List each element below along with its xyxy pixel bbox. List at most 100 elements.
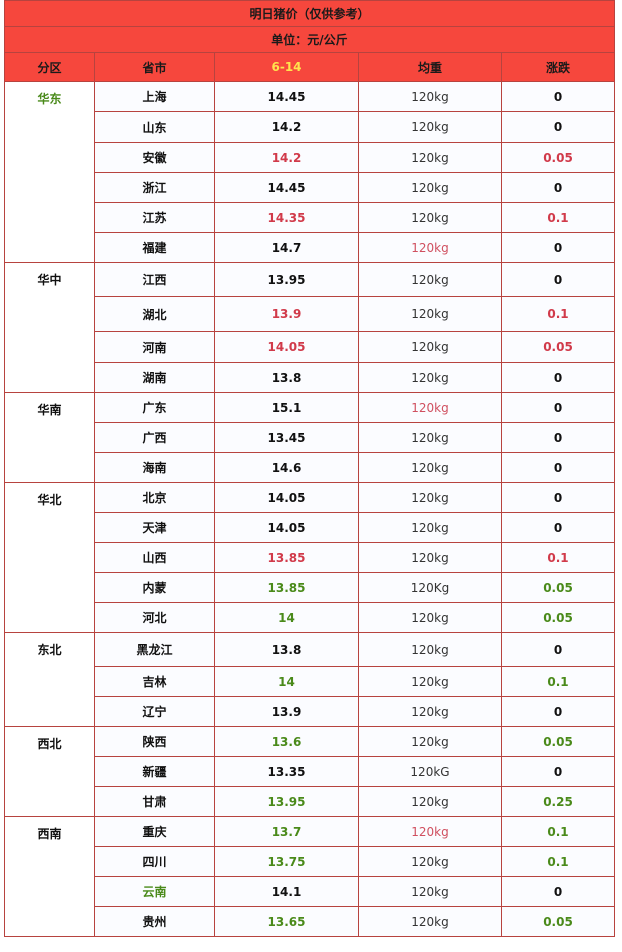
province-cell: 江西 [94,262,215,297]
change-cell: 0.1 [501,542,615,573]
weight-cell: 120kg [358,232,502,263]
table-row: 华北 北京 14.05 120kg 0 [4,482,615,633]
province-cell: 陕西 [94,726,215,757]
change-cell: 0.25 [501,786,615,817]
price-cell: 13.8 [214,632,359,667]
header-region: 分区 [4,52,95,82]
header-row: 分区 省市 6-14 均重 涨跌 [4,52,615,82]
weight-cell: 120kg [358,726,502,757]
price-cell: 13.95 [214,786,359,817]
table-row: 新疆 13.35 120kG 0 [5,756,615,787]
change-cell: 0.05 [501,602,615,633]
weight-cell: 120kg [358,696,502,727]
price-cell: 13.6 [214,726,359,757]
price-cell: 13.75 [214,846,359,877]
province-cell: 内蒙 [94,572,215,603]
header-date: 6-14 [214,52,359,82]
region-cell: 东北 [4,632,95,727]
region-cell: 华北 [4,482,95,633]
table-row: 福建 14.7 120kg 0 [5,232,615,263]
header-weight: 均重 [358,52,502,82]
change-cell: 0.1 [501,666,615,697]
table-row: 内蒙 13.85 120Kg 0.05 [5,572,615,603]
weight-cell: 120kg [358,512,502,543]
price-cell: 14 [214,666,359,697]
price-cell: 14.2 [214,111,359,143]
change-cell: 0.05 [501,572,615,603]
weight-cell: 120kg [358,876,502,907]
weight-cell: 120kg [358,906,502,937]
table-row: 安徽 14.2 120kg 0.05 [5,142,615,173]
price-cell: 13.9 [214,296,359,332]
province-cell: 安徽 [94,142,215,173]
table-row: 海南 14.6 120kg 0 [5,452,615,483]
table-row: 山西 13.85 120kg 0.1 [5,542,615,573]
region-cell: 西南 [4,816,95,937]
table-row: 广西 13.45 120kg 0 [5,422,615,453]
change-cell: 0 [501,512,615,543]
price-cell: 13.65 [214,906,359,937]
title-row: 明日猪价（仅供参考） [4,0,615,27]
change-cell: 0 [501,876,615,907]
change-cell: 0.1 [501,816,615,847]
table-row: 华中 江西 13.95 120kg 0 [4,262,615,393]
price-cell: 14.2 [214,142,359,173]
weight-cell: 120Kg [358,572,502,603]
province-cell: 北京 [94,482,215,513]
price-cell: 14.7 [214,232,359,263]
change-cell: 0 [501,482,615,513]
region-cell: 华东 [4,81,95,263]
change-cell: 0 [501,232,615,263]
province-cell: 吉林 [94,666,215,697]
change-cell: 0.05 [501,331,615,363]
weight-cell: 120kg [358,632,502,667]
change-cell: 0 [501,632,615,667]
change-cell: 0 [501,756,615,787]
price-cell: 14.35 [214,202,359,233]
price-cell: 15.1 [214,392,359,423]
change-cell: 0.1 [501,296,615,332]
province-cell: 云南 [94,876,215,907]
province-cell: 贵州 [94,906,215,937]
price-cell: 14.45 [214,81,359,112]
table-row: 湖北 13.9 120kg 0.1 [5,296,615,332]
region-cell: 华中 [4,262,95,393]
weight-cell: 120kg [358,142,502,173]
price-table: 明日猪价（仅供参考） 单位：元/公斤 分区 省市 6-14 均重 涨跌 华东 上海… [4,0,615,937]
price-table-container: 明日猪价（仅供参考） 单位：元/公斤 分区 省市 6-14 均重 涨跌 华东 上海… [4,0,615,937]
price-cell: 13.45 [214,422,359,453]
price-cell: 14.05 [214,512,359,543]
price-cell: 13.7 [214,816,359,847]
weight-cell: 120kg [358,602,502,633]
change-cell: 0 [501,111,615,143]
table-row: 华南 广东 15.1 120kg 0 [4,392,615,483]
weight-cell: 120kg [358,111,502,143]
price-cell: 13.35 [214,756,359,787]
province-cell: 新疆 [94,756,215,787]
price-cell: 14.6 [214,452,359,483]
weight-cell: 120kg [358,362,502,393]
price-cell: 14 [214,602,359,633]
price-cell: 13.9 [214,696,359,727]
table-row: 河北 14 120kg 0.05 [5,602,615,633]
table-row: 西北 陕西 13.6 120kg 0.05 [4,726,615,817]
province-cell: 广东 [94,392,215,423]
change-cell: 0.05 [501,142,615,173]
province-cell: 湖南 [94,362,215,393]
weight-cell: 120kg [358,262,502,297]
province-cell: 广西 [94,422,215,453]
weight-cell: 120kg [358,786,502,817]
table-row: 云南 14.1 120kg 0 [5,876,615,907]
province-cell: 山西 [94,542,215,573]
province-cell: 福建 [94,232,215,263]
price-cell: 13.85 [214,572,359,603]
weight-cell: 120kg [358,816,502,847]
table-row: 天津 14.05 120kg 0 [5,512,615,543]
change-cell: 0 [501,696,615,727]
change-cell: 0 [501,452,615,483]
table-row: 甘肃 13.95 120kg 0.25 [5,786,615,817]
weight-cell: 120kg [358,331,502,363]
province-cell: 河南 [94,331,215,363]
change-cell: 0.05 [501,726,615,757]
province-cell: 四川 [94,846,215,877]
